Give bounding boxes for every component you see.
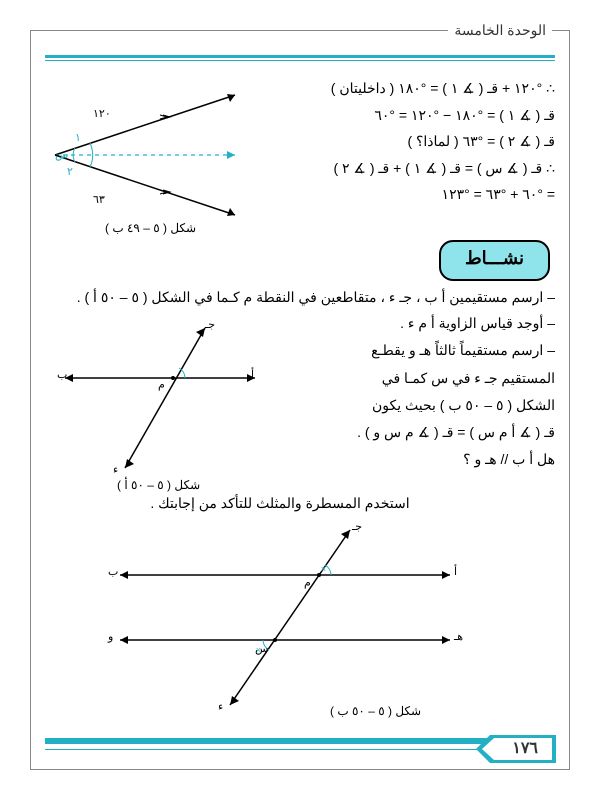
section-2-body: – أوجد قياس الزاوية أ م ء . – ارسم مستقي… <box>265 310 555 474</box>
eq-line: قـ ( ∡ ٢ ) = °٦٣ ( لماذا؟ ) <box>245 128 555 155</box>
label-d: ء <box>113 463 118 476</box>
mark-s: س <box>55 148 68 161</box>
label-j2: جـ <box>352 520 362 533</box>
body-line: – أوجد قياس الزاوية أ م ء . <box>265 310 555 337</box>
eq-line: = °٦٠ + °٦٣ = °١٢٣ <box>245 181 555 208</box>
angle-63: ٦٣ <box>93 193 105 206</box>
label-a2: أ <box>454 565 457 578</box>
label-a: أ <box>251 368 254 381</box>
label-w: و <box>108 630 113 643</box>
figure-5-49b: ١٢٠ ٦٣ ١ ٢ س شكل ( ٥ – ٤٩ ب ) <box>45 75 250 235</box>
figure-5-50b-svg: × × <box>90 520 480 720</box>
body-line: الشكل ( ٥ – ٥٠ ب ) بحيث يكون <box>265 392 555 419</box>
section-3: استخدم المسطرة والمثلث للتأكد من إجابتك … <box>45 490 555 517</box>
unit-title: الوحدة الخامسة <box>448 22 552 39</box>
mark-2: ٢ <box>67 165 73 178</box>
label-b: ب <box>57 368 67 381</box>
label-d2: ء <box>218 700 223 713</box>
body-line: هل أ ب // هـ و ؟ <box>265 446 555 473</box>
mark-1: ١ <box>75 131 81 144</box>
figure-5-50a-svg <box>55 318 265 488</box>
eq-line: ∴ قـ ( ∡ س ) = قـ ( ∡ ١ ) + قـ ( ∡ ٢ ) <box>245 155 555 182</box>
eq-line: قـ ( ∡ ١ ) = °١٨٠ − °١٢٠ = °٦٠ <box>245 102 555 129</box>
label-m: م <box>158 378 165 391</box>
label-s2: س <box>255 642 268 655</box>
section-2-intro: – ارسم مستقيمين أ ب ، جـ ء ، متقاطعين في… <box>45 284 555 311</box>
figure-5-50a: أ ب جـ ء م شكل ( ٥ – ٥٠ أ ) <box>55 318 265 488</box>
instruction-text: استخدم المسطرة والمثلث للتأكد من إجابتك … <box>45 490 555 517</box>
figure-label-50b: شكل ( ٥ – ٥٠ ب ) <box>330 704 421 718</box>
page-number-badge: ١٧٦ <box>476 735 556 763</box>
label-m2: م <box>304 576 311 589</box>
label-j: جـ <box>205 318 215 331</box>
intro-text: – ارسم مستقيمين أ ب ، جـ ء ، متقاطعين في… <box>45 284 555 311</box>
angle-120: ١٢٠ <box>93 107 111 120</box>
figure-5-50b: × × أ ب جـ ء م هـ و س شكل ( ٥ – ٥٠ ب ) <box>90 520 480 720</box>
body-line: المستقيم جـ ء في س كمـا في <box>265 365 555 392</box>
section-1: ∴ °١٢٠ + قـ ( ∡ ١ ) = °١٨٠ ( داخليتان ) … <box>45 75 555 235</box>
activity-badge: نشـــاط <box>439 240 550 281</box>
top-rule-thin <box>45 60 555 61</box>
svg-text:×: × <box>321 564 326 574</box>
top-rule <box>45 55 555 58</box>
body-line: قـ ( ∡ أ م س ) = قـ ( ∡ م س و ) . <box>265 419 555 446</box>
figure-5-49b-svg <box>45 75 250 235</box>
page-number: ١٧٦ <box>512 738 538 758</box>
eq-line: ∴ °١٢٠ + قـ ( ∡ ١ ) = °١٨٠ ( داخليتان ) <box>245 75 555 102</box>
body-line: – ارسم مستقيماً ثالثاً هـ و يقطـع <box>265 337 555 364</box>
math-lines: ∴ °١٢٠ + قـ ( ∡ ١ ) = °١٨٠ ( داخليتان ) … <box>245 75 555 208</box>
label-b2: ب <box>108 565 118 578</box>
figure-label-49b: شكل ( ٥ – ٤٩ ب ) <box>105 221 196 235</box>
label-h: هـ <box>454 630 463 643</box>
